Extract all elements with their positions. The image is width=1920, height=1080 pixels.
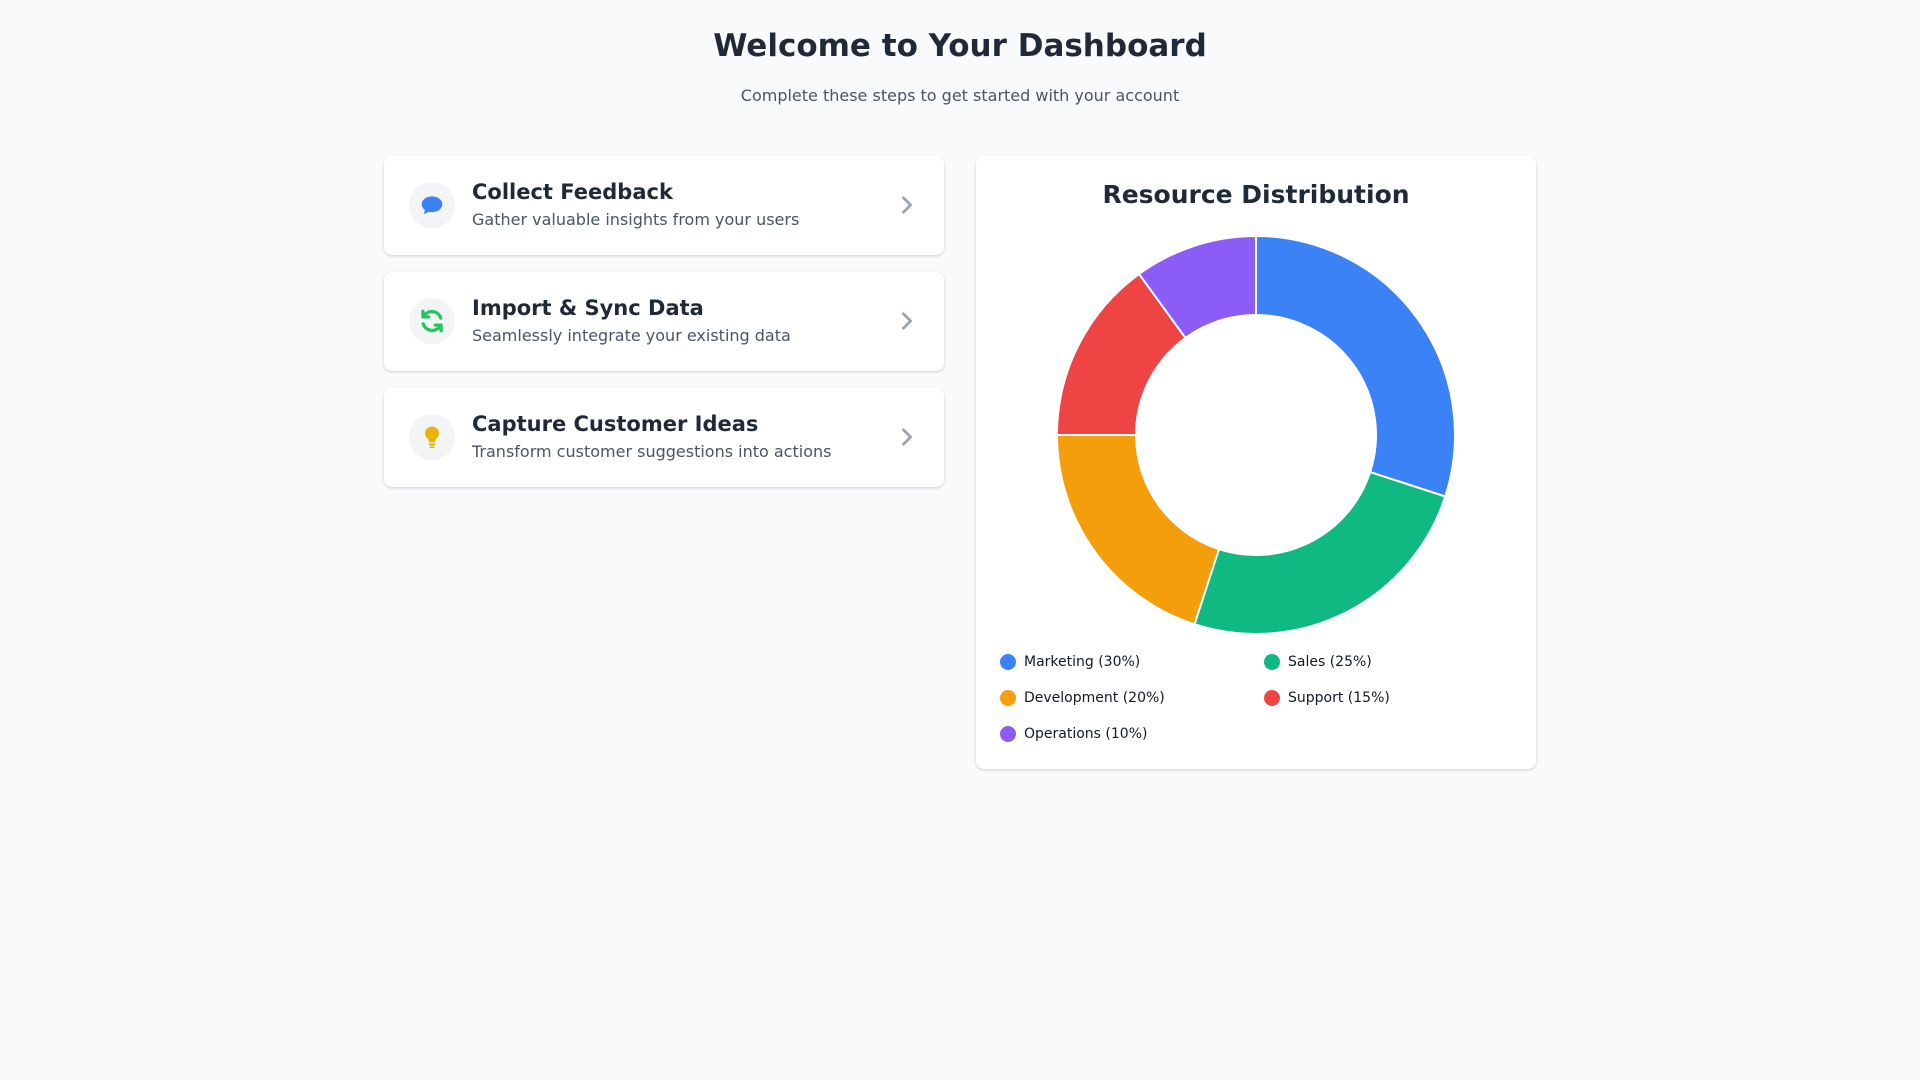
slice-marketing[interactable]	[1255, 234, 1456, 498]
chevron-right-icon	[901, 312, 913, 330]
legend-label: Support (15%)	[1288, 690, 1390, 706]
step-title: Import & Sync Data	[472, 296, 704, 320]
chart-title: Resource Distribution	[1102, 180, 1410, 209]
legend-swatch	[1000, 726, 1016, 742]
legend-label: Marketing (30%)	[1024, 654, 1141, 670]
slice-sales[interactable]	[1193, 470, 1447, 635]
resource-distribution-card: Resource Distribution Marketing (30%) Sal…	[976, 156, 1536, 769]
slice-development[interactable]	[1055, 434, 1221, 626]
legend-swatch	[1000, 654, 1016, 670]
step-title: Capture Customer Ideas	[472, 412, 759, 436]
slice-operations[interactable]	[1137, 234, 1257, 340]
onboarding-steps: Collect Feedback Gather valuable insight…	[384, 156, 944, 504]
sync-icon	[409, 298, 455, 344]
chat-bubble-icon	[409, 182, 455, 228]
step-description: Gather valuable insights from your users	[472, 210, 800, 229]
step-description: Seamlessly integrate your existing data	[472, 326, 791, 345]
legend-item-sales[interactable]: Sales (25%)	[1264, 652, 1372, 672]
legend-swatch	[1264, 654, 1280, 670]
step-collect-feedback[interactable]: Collect Feedback Gather valuable insight…	[384, 156, 944, 255]
legend-item-marketing[interactable]: Marketing (30%)	[1000, 652, 1140, 672]
step-title: Collect Feedback	[472, 180, 673, 204]
legend-label: Sales (25%)	[1288, 654, 1372, 670]
legend-item-development[interactable]: Development (20%)	[1000, 688, 1165, 708]
step-description: Transform customer suggestions into acti…	[472, 442, 832, 461]
step-capture-customer-ideas[interactable]: Capture Customer Ideas Transform custome…	[384, 388, 944, 487]
legend-swatch	[1264, 690, 1280, 706]
legend-item-operations[interactable]: Operations (10%)	[1000, 724, 1147, 744]
legend-label: Operations (10%)	[1024, 726, 1148, 742]
lightbulb-icon	[409, 414, 455, 460]
page-title: Welcome to Your Dashboard	[713, 28, 1207, 64]
page-subtitle: Complete these steps to get started with…	[740, 86, 1180, 105]
legend-label: Development (20%)	[1024, 690, 1165, 706]
step-import-sync-data[interactable]: Import & Sync Data Seamlessly integrate …	[384, 272, 944, 371]
chevron-right-icon	[901, 428, 913, 446]
legend-swatch	[1000, 690, 1016, 706]
legend-item-support[interactable]: Support (15%)	[1264, 688, 1390, 708]
donut-chart	[1055, 234, 1456, 635]
chevron-right-icon	[901, 196, 913, 214]
